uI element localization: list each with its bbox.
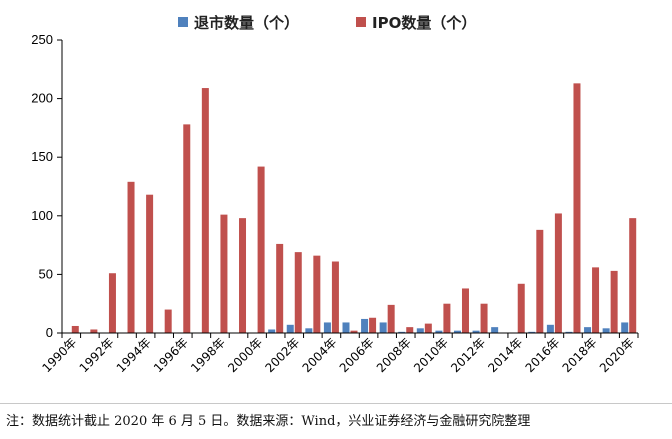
bar-ipo-2018年: [592, 267, 600, 333]
bar-ipo-2019年: [610, 270, 618, 333]
bar-ipo-2008年: [406, 327, 414, 333]
bar-ipo-2006年: [369, 317, 377, 333]
x-tick-label: 2016年: [523, 335, 563, 375]
bar-ipo-1996年: [183, 124, 191, 333]
x-tick-label: 2008年: [374, 335, 414, 375]
bar-delisting-2011年: [453, 330, 461, 333]
bar-delisting-2007年: [379, 322, 387, 333]
bar-ipo-2007年: [387, 304, 395, 333]
x-tick-label: 2004年: [300, 335, 340, 375]
bar-ipo-1995年: [164, 309, 172, 333]
bar-ipo-1992年: [108, 273, 116, 333]
y-tick-label: 250: [31, 32, 53, 47]
bar-delisting-2009年: [416, 328, 424, 333]
y-tick-label: 0: [46, 325, 53, 340]
x-tick-label: 1996年: [151, 335, 191, 375]
x-tick-label: 2018年: [560, 335, 600, 375]
bar-delisting-2015年: [528, 331, 536, 333]
bar-delisting-2017年: [565, 331, 573, 333]
bar-delisting-2002年: [286, 324, 294, 333]
x-tick-label: 2014年: [485, 335, 525, 375]
bar-ipo-2020年: [629, 218, 637, 333]
legend-label-delisting: 退市数量（个）: [194, 14, 299, 32]
bar-ipo-1991年: [90, 329, 98, 333]
bar-delisting-2004年: [323, 322, 331, 333]
bar-ipo-2000年: [257, 166, 265, 333]
y-tick-label: 100: [31, 208, 53, 223]
y-axis-ticks: 0 50 100 150 200 250: [31, 32, 62, 340]
bar-delisting-2018年: [584, 327, 592, 333]
bar-ipo-2011年: [461, 288, 469, 333]
bar-ipo-2009年: [424, 323, 432, 333]
bar-ipo-1994年: [146, 194, 154, 333]
bar-ipo-2002年: [294, 252, 302, 333]
bar-delisting-2006年: [361, 318, 369, 333]
bar-delisting-2005年: [342, 322, 350, 333]
bar-ipo-2016年: [554, 213, 562, 333]
bar-ipo-1998年: [220, 214, 228, 333]
legend-swatch-ipo: [356, 17, 366, 27]
bar-ipo-1997年: [201, 88, 209, 333]
x-tick-label: 1994年: [114, 335, 154, 375]
x-tick-label: 1992年: [77, 335, 117, 375]
legend: 退市数量（个） IPO数量（个）: [178, 14, 476, 32]
y-tick-label: 150: [31, 149, 53, 164]
legend-swatch-delisting: [178, 17, 188, 27]
x-tick-label: 2002年: [262, 335, 302, 375]
y-tick-label: 50: [39, 266, 53, 281]
x-tick-label: 1990年: [39, 335, 79, 375]
y-tick-label: 200: [31, 91, 53, 106]
x-tick-label: 2012年: [448, 335, 488, 375]
bar-delisting-2019年: [602, 328, 610, 333]
x-tick-label: 2020年: [597, 335, 637, 375]
bar-ipo-2014年: [517, 283, 525, 333]
bar-delisting-2010年: [435, 330, 443, 333]
x-tick-label: 1998年: [188, 335, 228, 375]
bar-ipo-2017年: [573, 83, 581, 333]
bar-delisting-2001年: [268, 329, 276, 333]
bars: [71, 83, 637, 333]
legend-label-ipo: IPO数量（个）: [372, 14, 476, 32]
bar-ipo-2003年: [313, 255, 321, 333]
bar-ipo-1999年: [239, 218, 247, 333]
x-axis-ticks: 1990年1992年1994年1996年1998年2000年2002年2004年…: [39, 333, 639, 375]
bar-delisting-2016年: [546, 324, 554, 333]
x-tick-label: 2000年: [225, 335, 265, 375]
bar-ipo-1990年: [71, 325, 79, 333]
bar-ipo-1993年: [127, 181, 135, 333]
bar-ipo-2005年: [350, 330, 358, 333]
bar-delisting-2020年: [621, 322, 629, 333]
footnote-divider: [0, 403, 672, 404]
source-note: 注：数据统计截止 2020 年 6 月 5 日。数据来源：Wind，兴业证券经济…: [6, 414, 531, 429]
bar-ipo-2004年: [331, 261, 339, 333]
bar-ipo-2015年: [536, 229, 544, 333]
bar-delisting-2013年: [491, 327, 499, 333]
x-tick-label: 2010年: [411, 335, 451, 375]
bar-ipo-2012年: [480, 303, 488, 333]
bar-ipo-2010年: [443, 303, 451, 333]
bar-delisting-2008年: [398, 331, 406, 333]
bar-delisting-2003年: [305, 328, 313, 333]
bar-ipo-2001年: [276, 243, 284, 333]
bar-delisting-2012年: [472, 330, 480, 333]
x-tick-label: 2006年: [337, 335, 377, 375]
